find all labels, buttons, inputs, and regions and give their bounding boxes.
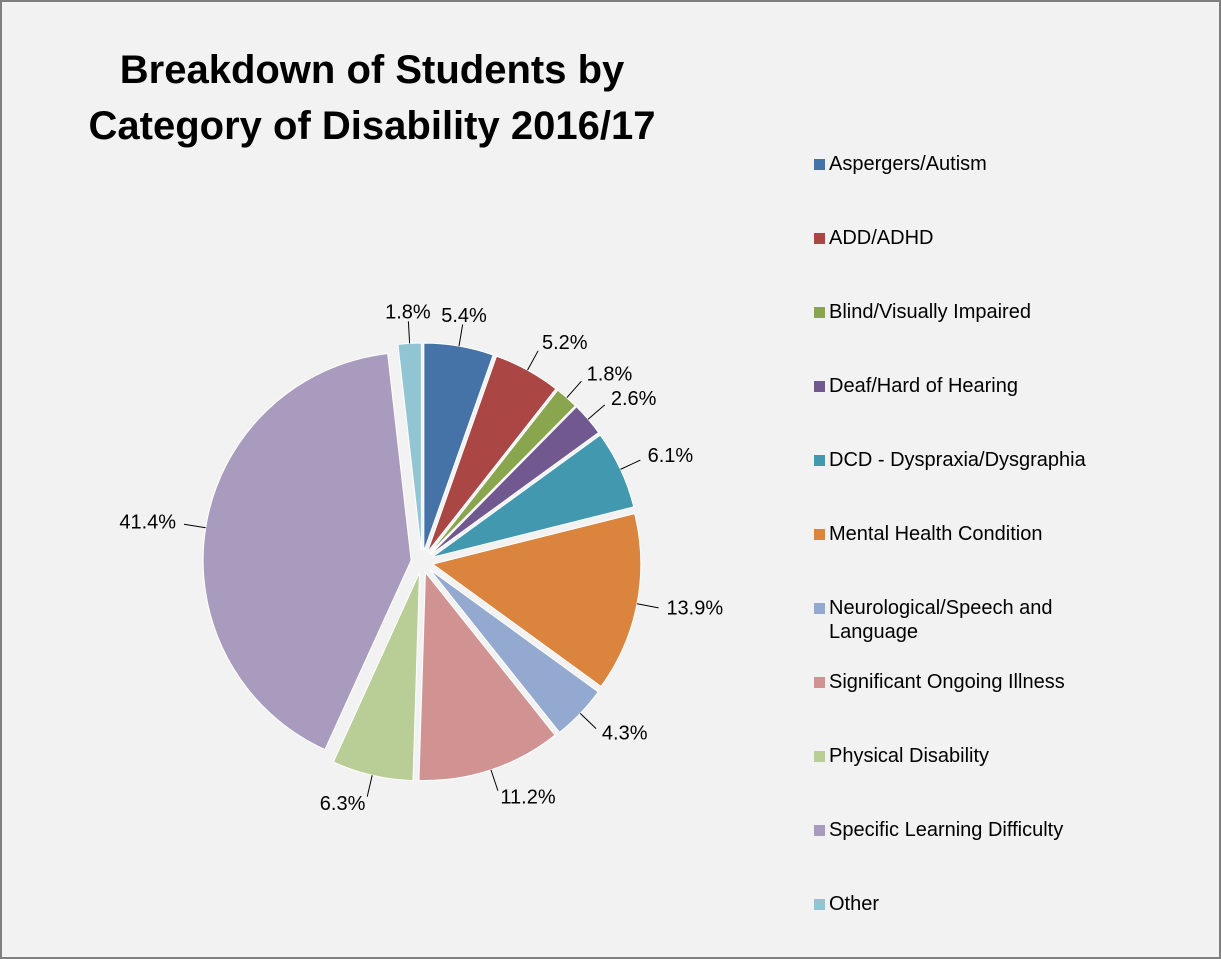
legend-swatch [814,603,825,614]
leader-line [527,350,539,371]
data-label: 11.2% [500,787,555,809]
data-label: 1.8% [587,364,633,386]
legend-label: Significant Ongoing Illness [829,671,1065,693]
data-label: 13.9% [666,598,723,620]
pie-slice [431,513,642,688]
data-label: 5.4% [441,305,487,327]
leader-line [458,324,464,347]
leader-line [587,404,606,420]
legend-entry: Neurological/Speech and Language [814,596,1144,644]
legend-swatch [814,677,825,688]
data-label: 2.6% [611,388,657,410]
legend-label: Specific Learning Difficulty [829,819,1064,841]
data-label: 5.2% [542,332,588,354]
leader-line [366,775,373,797]
data-label: 6.3% [320,793,366,815]
leader-line [636,603,659,609]
legend-label: Neurological/Speech and Language [829,597,1053,643]
legend-label: Physical Disability [829,745,990,767]
data-label: 4.3% [602,722,648,744]
legend-swatch [814,159,825,170]
legend-entry: DCD - Dyspraxia/Dysgraphia [814,448,1144,472]
legend-entry: Deaf/Hard of Hearing [814,374,1144,398]
legend-label: Other [829,893,880,915]
chart-title: Breakdown of Students by Category of Dis… [88,48,656,148]
legend-entry: Specific Learning Difficulty [814,818,1144,842]
legend-label: ADD/ADHD [829,227,934,249]
legend-swatch [814,825,825,836]
leader-line [579,713,597,729]
leader-line [566,380,582,399]
leader-line [490,769,499,791]
legend-label: Mental Health Condition [829,523,1043,545]
legend-entry: ADD/ADHD [814,226,1144,250]
legend-swatch [814,233,825,244]
pie-slice [418,571,556,781]
legend-entry: Aspergers/Autism [814,152,1144,176]
legend-label: Blind/Visually Impaired [829,301,1031,323]
leader-line [407,321,411,344]
legend-entry: Other [814,892,1144,916]
legend-entry: Blind/Visually Impaired [814,300,1144,324]
leader-line [620,459,641,470]
legend-swatch [814,307,825,318]
leader-line [183,523,206,529]
pie-slice [202,353,412,751]
legend-entry: Significant Ongoing Illness [814,670,1144,694]
legend-swatch [814,899,825,910]
legend-swatch [814,455,825,466]
data-label: 1.8% [385,302,431,324]
data-label: 6.1% [648,445,694,467]
legend-label: Aspergers/Autism [829,153,987,175]
legend-swatch [814,529,825,540]
legend-label: Deaf/Hard of Hearing [829,375,1018,397]
pie-slice [332,572,420,782]
pie-slice [431,434,635,558]
legend-swatch [814,751,825,762]
legend-label: DCD - Dyspraxia/Dysgraphia [829,449,1086,471]
pie-slice [426,355,557,553]
legend-entry: Mental Health Condition [814,522,1144,546]
legend-entry: Physical Disability [814,744,1144,768]
pie-slice [429,569,599,734]
pie-slice [423,342,494,552]
legend-swatch [814,381,825,392]
data-label: 41.4% [119,511,176,533]
